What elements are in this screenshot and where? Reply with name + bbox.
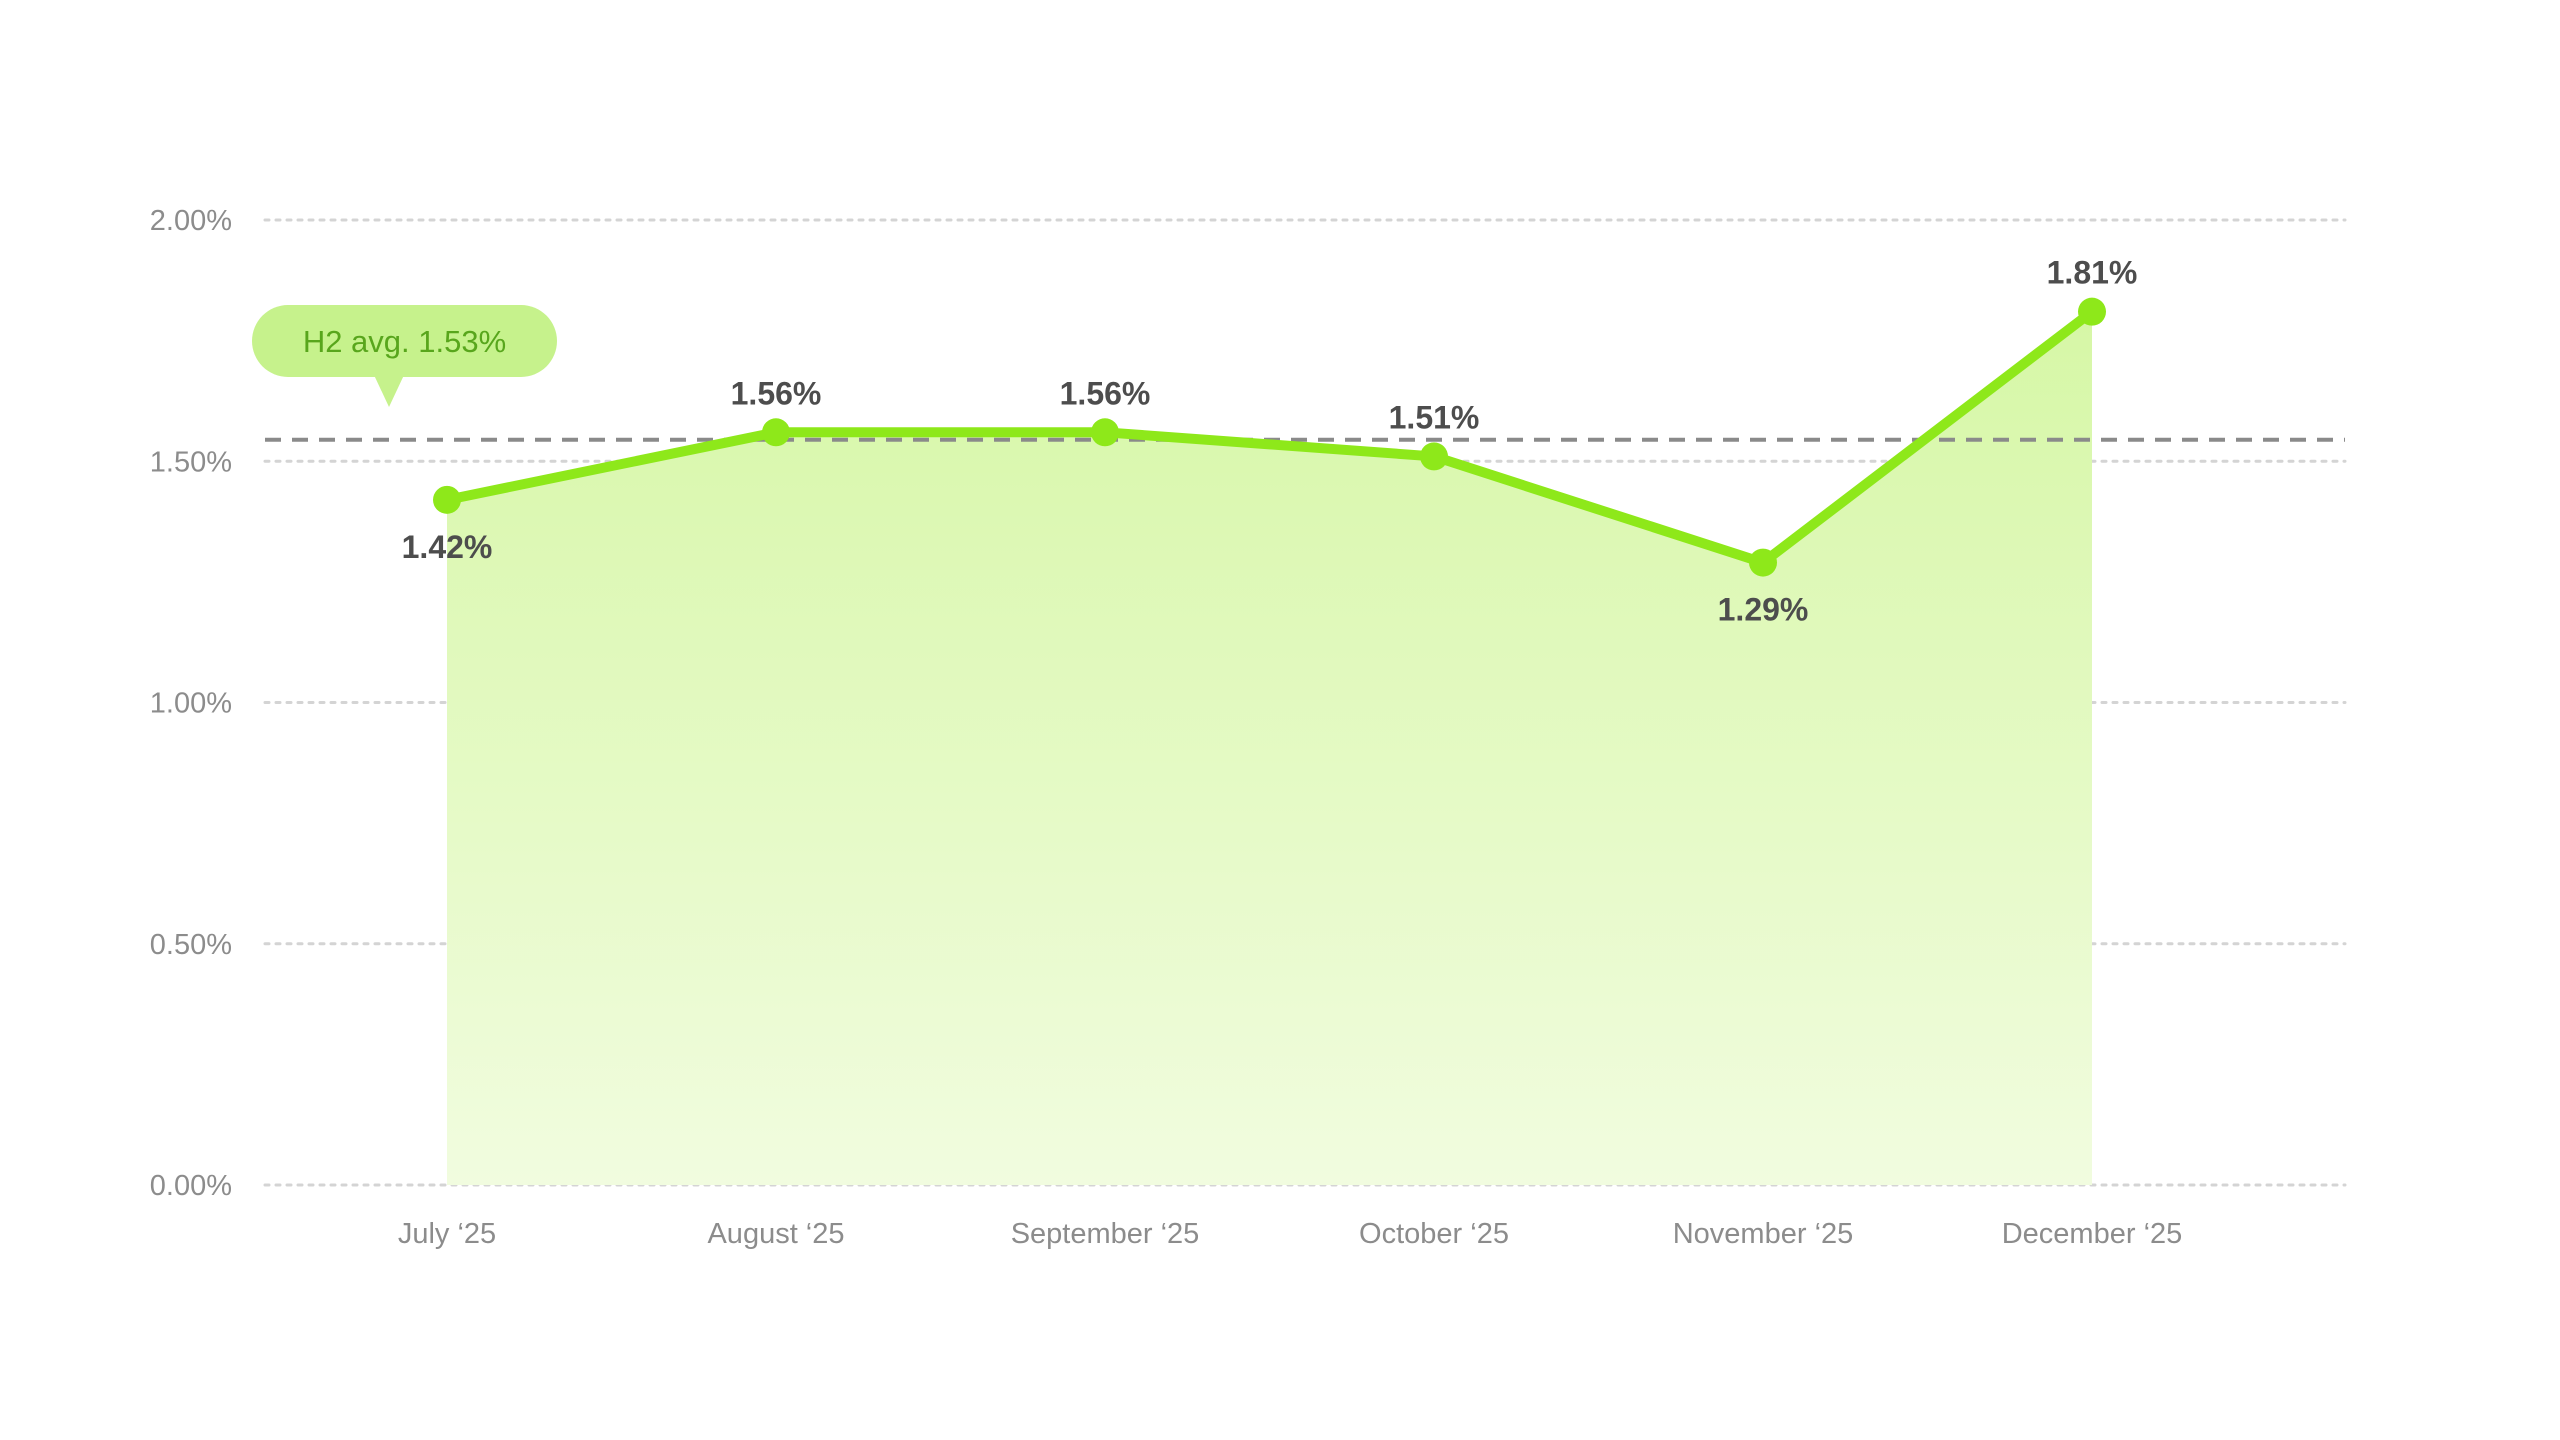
y-tick-label: 0.00%: [150, 1170, 232, 1202]
series-line-path: [442, 306, 2097, 568]
y-tick-label: 2.00%: [150, 205, 232, 237]
data-labels: 1.42% 1.56% 1.56% 1.51% 1.29% 1.81%: [402, 255, 2138, 628]
data-points: [433, 297, 2106, 577]
x-tick-label: July ‘25: [398, 1218, 496, 1250]
x-axis: July ‘25 August ‘25 September ‘25 October ‘…: [398, 1218, 2182, 1250]
x-tick-label: August ‘25: [707, 1218, 844, 1250]
data-point[interactable]: [1749, 548, 1777, 577]
data-point[interactable]: [433, 485, 461, 514]
data-label: 1.42%: [402, 529, 493, 565]
y-tick-label: 1.50%: [150, 446, 232, 478]
data-point[interactable]: [762, 418, 790, 447]
average-badge-label: H2 avg. 1.53%: [303, 324, 506, 359]
average-badge-bubble: [252, 305, 557, 377]
y-tick-label: 0.50%: [150, 929, 232, 961]
data-point[interactable]: [2078, 297, 2106, 326]
y-tick-label: 1.00%: [150, 688, 232, 720]
area-fill-path: [447, 311, 2092, 1185]
data-label: 1.51%: [1389, 399, 1480, 435]
data-point[interactable]: [1091, 418, 1119, 447]
data-label: 1.29%: [1718, 592, 1809, 628]
average-badge-pointer: [374, 375, 404, 407]
area-fill: [447, 311, 2092, 1185]
series-line: [442, 306, 2097, 568]
x-tick-label: October ‘25: [1359, 1218, 1509, 1250]
y-axis: 0.00% 0.50% 1.00% 1.50% 2.00%: [150, 205, 232, 1202]
average-badge[interactable]: H2 avg. 1.53%: [252, 305, 557, 407]
data-point[interactable]: [1420, 442, 1448, 471]
x-tick-label: November ‘25: [1673, 1218, 1854, 1250]
x-tick-label: December ‘25: [2002, 1218, 2183, 1250]
x-tick-label: September ‘25: [1011, 1218, 1200, 1250]
data-label: 1.81%: [2047, 255, 2138, 291]
data-label: 1.56%: [731, 375, 822, 411]
data-label: 1.56%: [1060, 375, 1151, 411]
